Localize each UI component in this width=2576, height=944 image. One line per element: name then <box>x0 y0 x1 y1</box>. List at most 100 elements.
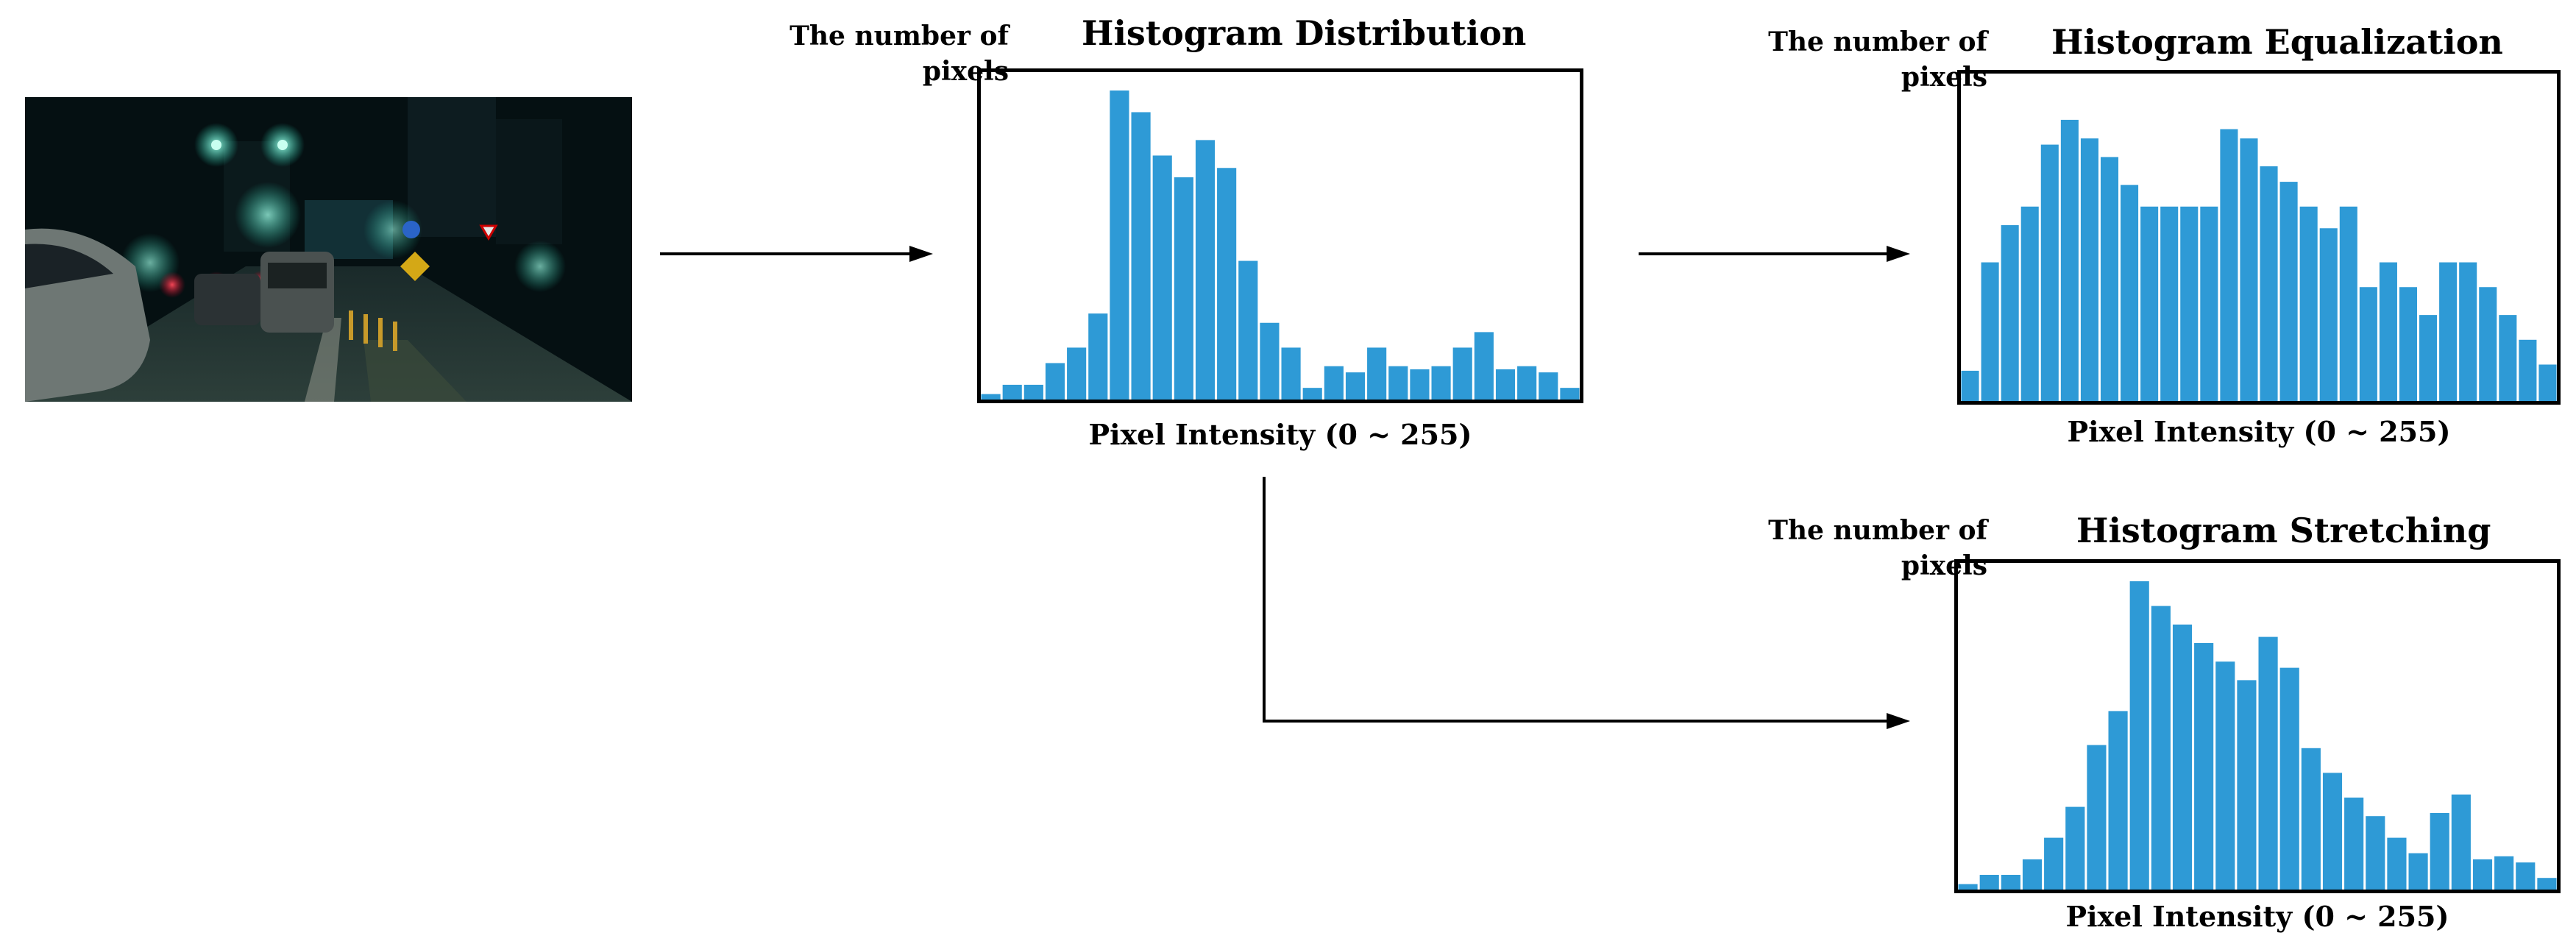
histogram-bar <box>1110 91 1129 400</box>
histogram-equalization-chart <box>1957 70 2561 405</box>
histogram-bar <box>2200 206 2218 402</box>
histogram-bar <box>2108 711 2128 890</box>
histogram-bar <box>1539 372 1558 400</box>
x-axis-label-equalization: Pixel Intensity (0 ~ 255) <box>2067 415 2451 448</box>
y-axis-label-line2: pixels <box>1901 62 1987 93</box>
histogram-bar <box>1495 369 1516 400</box>
night-street-scene-icon <box>25 97 632 402</box>
histogram-bar <box>1388 366 1408 400</box>
histogram-bar <box>1961 370 1979 402</box>
histogram-bar <box>2451 794 2471 890</box>
chart-title-equalization: Histogram Equalization <box>2051 22 2503 62</box>
histogram-bar <box>2439 262 2458 402</box>
y-axis-label-line1: The number of <box>1768 515 1987 546</box>
histogram-bar <box>2299 206 2318 402</box>
x-axis-label-stretching: Pixel Intensity (0 ~ 255) <box>2065 900 2449 933</box>
histogram-bar <box>2215 661 2235 890</box>
y-axis-label-distribution: The number of pixels <box>790 18 1009 89</box>
histogram-bar <box>2220 129 2238 402</box>
histogram-bar <box>1174 177 1193 400</box>
histogram-bar <box>1131 112 1151 400</box>
histogram-bar <box>1238 260 1258 400</box>
histogram-distribution-chart <box>977 68 1583 403</box>
histogram-bar <box>2399 287 2418 402</box>
histogram-bar <box>1367 347 1387 400</box>
chart-frame <box>977 68 1583 403</box>
histogram-bar <box>1410 369 1430 400</box>
histogram-bar <box>2430 813 2449 890</box>
histogram-bar <box>1023 384 1043 400</box>
chart-title-stretching: Histogram Stretching <box>2076 511 2491 550</box>
histogram-bar <box>2419 315 2438 402</box>
y-axis-label-line2: pixels <box>1901 550 1987 581</box>
histogram-bar <box>2537 878 2557 890</box>
input-night-street-image <box>25 97 632 402</box>
histogram-bar <box>2060 119 2079 402</box>
chart-frame <box>1957 70 2561 405</box>
histogram-bar <box>2494 856 2514 890</box>
histogram-bar <box>2237 680 2257 890</box>
y-axis-label-equalization: The number of pixels <box>1768 24 1987 95</box>
histogram-bar <box>1002 384 1022 400</box>
y-axis-label-line1: The number of <box>1768 26 1987 57</box>
histogram-bar <box>2322 773 2343 890</box>
histogram-bar <box>2519 339 2537 402</box>
histogram-bar <box>1302 388 1322 400</box>
histogram-bar <box>1324 366 1344 400</box>
histogram-bar <box>2065 806 2085 890</box>
histogram-bar <box>1260 322 1280 400</box>
histogram-bar <box>1958 884 1978 890</box>
histogram-bar <box>2040 144 2059 402</box>
arrow-distribution-to-stretching <box>1263 477 1906 723</box>
histogram-bar <box>1452 347 1472 400</box>
histogram-bar <box>2080 138 2098 402</box>
chart-title-distribution: Histogram Distribution <box>1082 13 1527 53</box>
histogram-bar <box>1281 347 1301 400</box>
histogram-bar <box>2258 636 2278 890</box>
arrowhead-distribution <box>909 246 933 262</box>
histogram-bar <box>2180 206 2199 402</box>
chart-frame <box>1954 559 2561 893</box>
histogram-bar <box>2020 206 2039 402</box>
histogram-bar <box>2366 816 2385 890</box>
histogram-bar <box>1088 313 1108 400</box>
histogram-bar <box>2194 643 2214 890</box>
histogram-bar <box>2022 859 2043 890</box>
histogram-bar <box>2260 166 2278 402</box>
histogram-bar <box>1979 875 1999 890</box>
histogram-bar <box>2344 798 2364 890</box>
y-axis-label-line1: The number of <box>790 21 1009 52</box>
histogram-bar <box>2121 185 2139 402</box>
histogram-bar <box>2459 262 2477 402</box>
histogram-bar <box>2001 225 2019 402</box>
histogram-bar <box>1517 366 1537 400</box>
histogram-bar <box>1981 262 1999 402</box>
histogram-bar <box>2472 859 2493 890</box>
histogram-bar <box>2408 853 2428 890</box>
histogram-bar <box>1560 388 1580 400</box>
histogram-bar <box>2479 287 2497 402</box>
y-axis-label-stretching: The number of pixels <box>1768 513 1987 583</box>
histogram-bar <box>1345 372 1366 400</box>
y-axis-label-line2: pixels <box>922 56 1009 87</box>
histogram-bar <box>2499 315 2517 402</box>
histogram-bar <box>2387 837 2407 890</box>
histogram-bar <box>2240 138 2258 402</box>
histogram-bar <box>1195 140 1216 401</box>
histogram-bar <box>981 394 1001 400</box>
histogram-bar <box>2140 206 2159 402</box>
histogram-bar <box>2279 667 2299 890</box>
histogram-bar <box>2359 287 2377 402</box>
histogram-bar <box>2339 206 2357 402</box>
histogram-bar <box>2100 157 2119 402</box>
histogram-stretching-chart <box>1954 559 2561 893</box>
histogram-bar <box>2538 364 2557 402</box>
histogram-bar <box>2301 748 2321 890</box>
histogram-bar <box>1045 363 1065 400</box>
histogram-bar <box>2516 862 2536 890</box>
arrowhead-stretching <box>1887 713 1910 729</box>
histogram-bar <box>2129 581 2149 890</box>
histogram-bar <box>2172 624 2193 890</box>
histogram-bar <box>1217 168 1237 400</box>
